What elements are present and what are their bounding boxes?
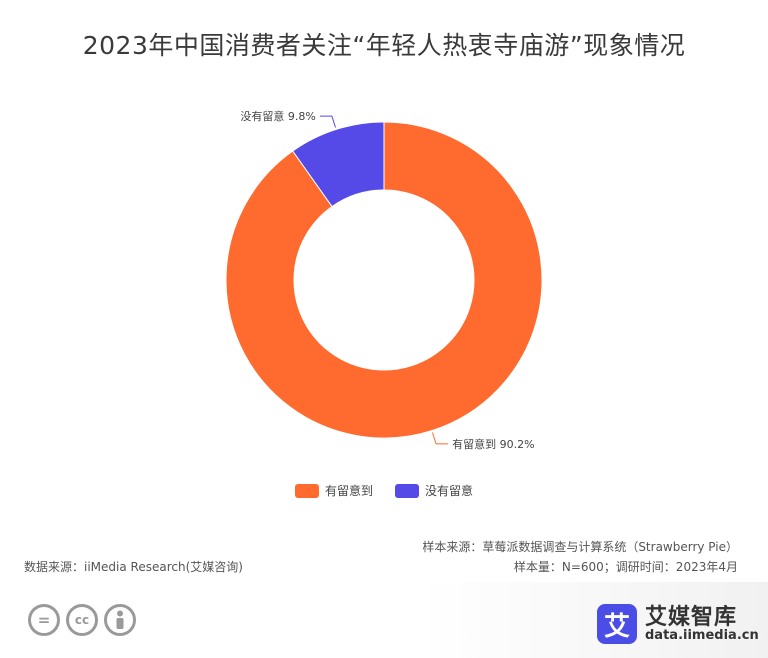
leader-line-not-noticed [319, 115, 336, 128]
sample-source: 样本来源：草莓派数据调查与计算系统（Strawberry Pie） [422, 540, 738, 554]
data-source: 数据来源：iiMedia Research(艾媒咨询) [24, 560, 243, 574]
chart-title: 2023年中国消费者关注“年轻人热衷寺庙游”现象情况 [82, 31, 686, 60]
brand-url[interactable]: data.iimedia.cn [645, 627, 759, 643]
person-icon [104, 604, 136, 636]
donut-chart: 有留意到 90.2% 没有留意 9.8% [225, 109, 543, 451]
data-label-not-noticed: 没有留意 9.8% [240, 109, 315, 123]
cc-icon: cc [66, 604, 98, 636]
leader-line-noticed [432, 432, 449, 445]
sample-size: 样本量：N=600；调研时间：2023年4月 [513, 560, 738, 574]
brand-name: 艾媒智库 [645, 604, 738, 630]
legend-label-noticed: 有留意到 [324, 484, 373, 498]
legend-item-noticed[interactable]: 有留意到 [294, 482, 373, 499]
license-icons: = cc [28, 604, 136, 636]
legend-label-not-noticed: 没有留意 [425, 484, 474, 498]
brand-logo: 艾 [597, 604, 637, 644]
slice-not-noticed[interactable] [292, 121, 385, 208]
data-label-noticed: 有留意到 90.2% [452, 437, 534, 451]
legend-swatch-not-noticed [395, 483, 419, 498]
slice-noticed[interactable] [225, 121, 543, 439]
legend-item-not-noticed[interactable]: 没有留意 [395, 482, 473, 499]
brand: 艾 艾媒智库 data.iimedia.cn [597, 604, 759, 644]
legend: 有留意到 没有留意 [0, 482, 768, 499]
legend-swatch-noticed [294, 483, 319, 498]
equals-icon: = [28, 604, 60, 636]
